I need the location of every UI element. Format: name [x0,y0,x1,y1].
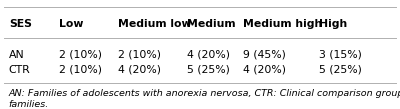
Text: Low: Low [59,19,84,29]
Text: High: High [319,19,348,29]
Text: CTR: CTR [9,65,30,75]
Text: 3 (15%): 3 (15%) [319,49,362,60]
Text: 2 (10%): 2 (10%) [118,49,161,60]
Text: families.: families. [9,100,49,109]
Text: Medium low: Medium low [118,19,192,29]
Text: 4 (20%): 4 (20%) [187,49,230,60]
Text: SES: SES [9,19,32,29]
Text: 2 (10%): 2 (10%) [59,49,102,60]
Text: 4 (20%): 4 (20%) [118,65,161,75]
Text: 4 (20%): 4 (20%) [243,65,286,75]
Text: AN: Families of adolescents with anorexia nervosa, CTR: Clinical comparison grou: AN: Families of adolescents with anorexi… [9,89,400,98]
Text: 2 (10%): 2 (10%) [59,65,102,75]
Text: Medium high: Medium high [243,19,322,29]
Text: 9 (45%): 9 (45%) [243,49,286,60]
Text: 5 (25%): 5 (25%) [187,65,230,75]
Text: Medium: Medium [187,19,236,29]
Text: AN: AN [9,49,24,60]
Text: 5 (25%): 5 (25%) [319,65,362,75]
